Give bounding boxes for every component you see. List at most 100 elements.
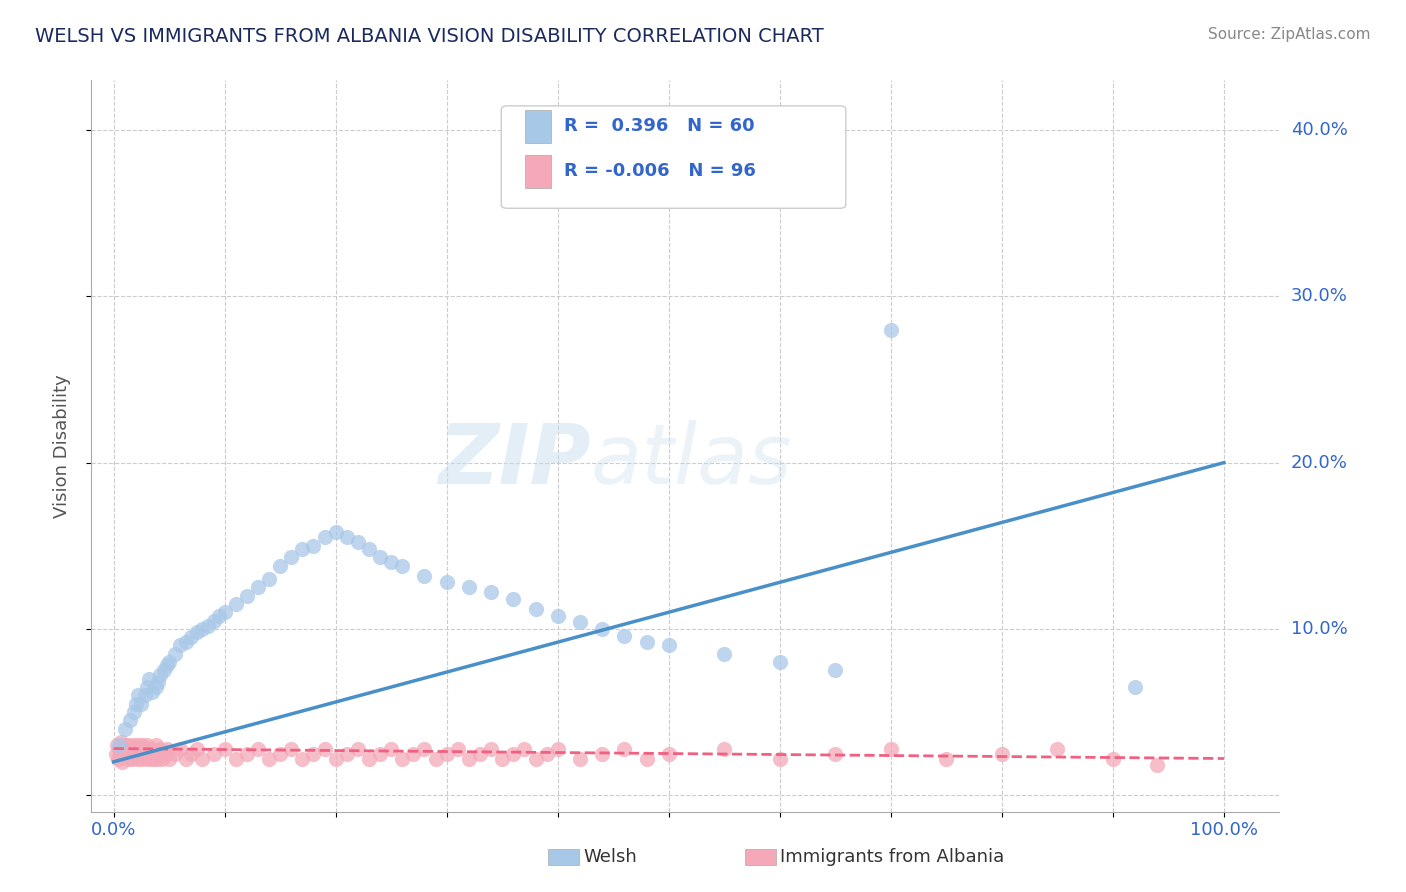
Point xyxy=(479,585,502,599)
Point xyxy=(269,558,291,573)
Point xyxy=(186,741,208,756)
Point xyxy=(146,751,169,765)
Point xyxy=(174,635,197,649)
Point xyxy=(246,580,269,594)
Point xyxy=(139,751,162,765)
Bar xyxy=(524,110,551,143)
Text: 10.0%: 10.0% xyxy=(1291,620,1347,638)
Point xyxy=(536,747,558,761)
Point xyxy=(302,539,325,553)
Point xyxy=(152,664,174,678)
Point xyxy=(380,555,402,569)
Point xyxy=(658,639,681,653)
Point xyxy=(108,738,131,752)
Point xyxy=(153,747,176,761)
Point xyxy=(135,738,157,752)
Point xyxy=(138,672,160,686)
Point xyxy=(157,751,180,765)
Y-axis label: Vision Disability: Vision Disability xyxy=(52,374,70,518)
Point xyxy=(347,535,370,549)
Point xyxy=(491,751,513,765)
Point xyxy=(141,747,163,761)
Point xyxy=(436,747,458,761)
Point xyxy=(402,747,425,761)
Point xyxy=(145,680,167,694)
Point xyxy=(436,575,458,590)
Point xyxy=(336,747,359,761)
Point xyxy=(129,741,152,756)
Point xyxy=(479,741,502,756)
Point xyxy=(257,572,280,586)
Text: 40.0%: 40.0% xyxy=(1291,121,1347,139)
Point xyxy=(636,751,658,765)
Point xyxy=(658,747,681,761)
Text: Source: ZipAtlas.com: Source: ZipAtlas.com xyxy=(1208,27,1371,42)
Point xyxy=(425,751,447,765)
Point xyxy=(357,751,380,765)
Point xyxy=(169,741,191,756)
Point xyxy=(524,602,547,616)
Point xyxy=(325,525,347,540)
Point xyxy=(157,655,180,669)
Point xyxy=(115,741,138,756)
Point xyxy=(120,741,142,756)
Point xyxy=(636,635,658,649)
Point xyxy=(163,647,186,661)
Point xyxy=(413,568,436,582)
Text: R =  0.396   N = 60: R = 0.396 N = 60 xyxy=(564,118,755,136)
Point xyxy=(769,751,792,765)
Point xyxy=(134,741,156,756)
Point xyxy=(236,589,259,603)
Point xyxy=(105,738,128,752)
Point xyxy=(142,751,165,765)
Point xyxy=(131,738,153,752)
Point xyxy=(935,751,957,765)
Point xyxy=(502,747,524,761)
Point xyxy=(347,741,370,756)
Point xyxy=(131,697,153,711)
Point xyxy=(124,747,146,761)
Point xyxy=(591,622,613,636)
Point xyxy=(280,550,302,565)
Point xyxy=(269,747,291,761)
Point xyxy=(107,751,129,765)
Point xyxy=(214,605,236,619)
Text: ZIP: ZIP xyxy=(437,420,591,501)
Point xyxy=(225,597,247,611)
Point xyxy=(152,751,174,765)
Point xyxy=(125,751,148,765)
Point xyxy=(524,751,547,765)
FancyBboxPatch shape xyxy=(502,106,846,209)
Point xyxy=(1146,758,1168,772)
Point xyxy=(291,542,314,557)
Point xyxy=(880,323,903,337)
Point xyxy=(568,615,591,630)
Point xyxy=(145,738,167,752)
Point xyxy=(613,741,636,756)
Point xyxy=(513,741,536,756)
Point xyxy=(314,530,336,544)
Point xyxy=(447,741,470,756)
Text: 30.0%: 30.0% xyxy=(1291,287,1347,305)
Point xyxy=(202,614,225,628)
Point xyxy=(110,735,132,749)
Point xyxy=(146,675,169,690)
Point xyxy=(380,741,402,756)
Point xyxy=(118,738,141,752)
Point xyxy=(824,747,846,761)
Point xyxy=(1102,751,1125,765)
Point xyxy=(568,751,591,765)
Point xyxy=(117,751,139,765)
Text: atlas: atlas xyxy=(591,420,792,501)
Point xyxy=(257,751,280,765)
Point xyxy=(336,530,359,544)
Point xyxy=(824,664,846,678)
Point xyxy=(769,655,792,669)
Point xyxy=(547,741,569,756)
Point xyxy=(141,685,163,699)
Text: Welsh: Welsh xyxy=(583,848,637,866)
Point xyxy=(127,689,149,703)
Point xyxy=(191,751,214,765)
Point xyxy=(225,751,247,765)
Point xyxy=(134,689,156,703)
